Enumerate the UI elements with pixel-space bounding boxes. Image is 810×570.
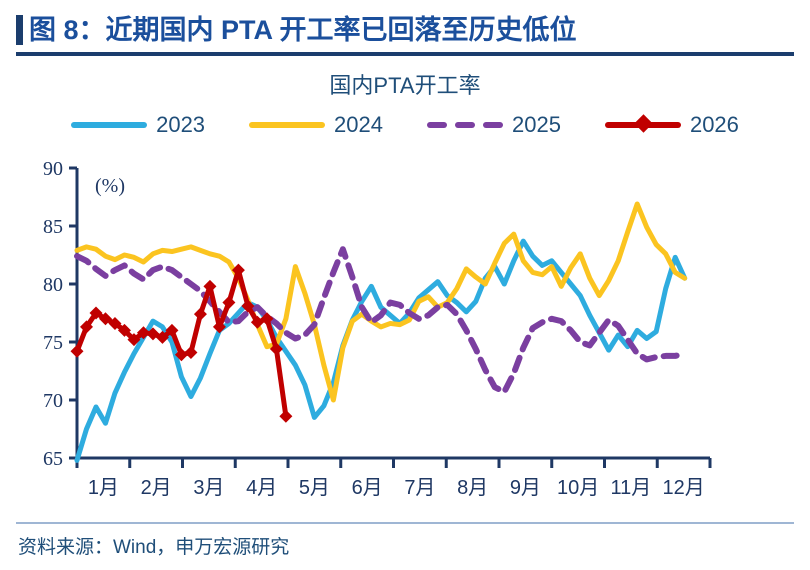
data-point-2026-0	[70, 344, 84, 358]
y-tick-label-90: 90	[43, 158, 63, 180]
series-line-2024	[74, 201, 688, 403]
legend-label-2024: 2024	[334, 112, 383, 137]
data-point-2026-18	[241, 299, 255, 313]
data-point-2026-5	[117, 323, 131, 337]
source-note: 资料来源：Wind，申万宏源研究	[18, 537, 290, 558]
title-marker	[16, 15, 23, 45]
data-point-2026-12	[184, 345, 198, 359]
plot-area: 65 70 75 80 85 90 (%) 1月 2月 3月 4月 5月 6月 7月 8月 9月 10月 11月 1…	[0, 150, 810, 510]
data-point-2026-15	[212, 320, 226, 334]
data-point-2026-4	[108, 316, 122, 330]
series-line-2026	[74, 267, 289, 419]
data-point-2026-10	[165, 323, 179, 337]
data-point-2026-20	[260, 312, 274, 326]
line-chart-svg: 65 70 75 80 85 90 (%) 1月 2月 3月 4月 5月 6月 7月 8月 9月 10月 11月 1…	[43, 158, 712, 499]
series-markers-2026	[70, 263, 293, 423]
x-tick-label-1: 1月	[88, 477, 119, 499]
data-point-2026-3	[98, 312, 112, 326]
series-line-2023	[74, 238, 688, 463]
title-divider	[16, 52, 794, 56]
data-point-2026-13	[193, 307, 207, 321]
data-point-2026-16	[222, 296, 236, 310]
footer-divider	[16, 522, 794, 524]
data-point-2026-6	[127, 333, 141, 347]
x-tick-label-2: 2月	[141, 477, 172, 499]
chart-title: 国内PTA开工率	[329, 73, 481, 98]
data-point-2026-11	[174, 348, 188, 362]
legend-diamond-marker-icon	[634, 114, 653, 133]
legend-item-2023[interactable]: 2023	[71, 112, 205, 138]
series-line-2025	[74, 246, 688, 395]
legend-label-2026: 2026	[689, 112, 739, 137]
page-title: 图 8：近期国内 PTA 开工率已回落至历史低位	[29, 14, 577, 45]
x-tick-label-3: 3月	[193, 477, 224, 499]
legend-label-2025: 2025	[512, 112, 561, 137]
data-point-2026-1	[79, 320, 93, 334]
legend-label-2023: 2023	[156, 112, 206, 137]
data-point-2026-7	[136, 326, 150, 340]
unit-label: (%)	[95, 175, 125, 197]
x-tick-label-11: 11月	[610, 477, 651, 499]
legend-swatch-2023-icon	[71, 115, 148, 135]
x-tick-label-5: 5月	[299, 477, 330, 499]
x-tick-label-10: 10月	[557, 477, 599, 499]
x-tick-label-6: 6月	[352, 477, 383, 499]
chart-legend: 2023 2024 2025 2026	[0, 112, 810, 138]
data-point-2026-17	[231, 263, 245, 277]
x-tick-label-8: 8月	[457, 477, 488, 499]
figure-title-bar: 图 8：近期国内 PTA 开工率已回落至历史低位	[0, 8, 810, 52]
y-tick-label-70: 70	[43, 390, 63, 412]
x-tick-label-4: 4月	[246, 477, 277, 499]
x-tick-label-7: 7月	[404, 477, 435, 499]
y-tick-label-85: 85	[43, 216, 63, 238]
x-tick-label-12: 12月	[663, 477, 705, 499]
legend-swatch-2024-icon	[249, 115, 326, 135]
data-point-2026-14	[203, 279, 217, 293]
y-tick-label-75: 75	[43, 332, 63, 354]
x-tick-label-9: 9月	[510, 477, 541, 499]
y-tick-label-80: 80	[43, 274, 63, 296]
legend-item-2024[interactable]: 2024	[249, 112, 383, 138]
data-point-2026-22	[279, 409, 293, 423]
legend-item-2025[interactable]: 2025	[427, 112, 561, 138]
legend-swatch-2025-icon	[427, 115, 503, 135]
legend-item-2026[interactable]: 2026	[604, 112, 739, 138]
data-point-2026-2	[89, 306, 103, 320]
data-point-2026-21	[269, 342, 283, 356]
y-tick-label-65: 65	[43, 448, 63, 470]
legend-swatch-2026-icon	[604, 114, 681, 135]
data-point-2026-9	[155, 330, 169, 344]
